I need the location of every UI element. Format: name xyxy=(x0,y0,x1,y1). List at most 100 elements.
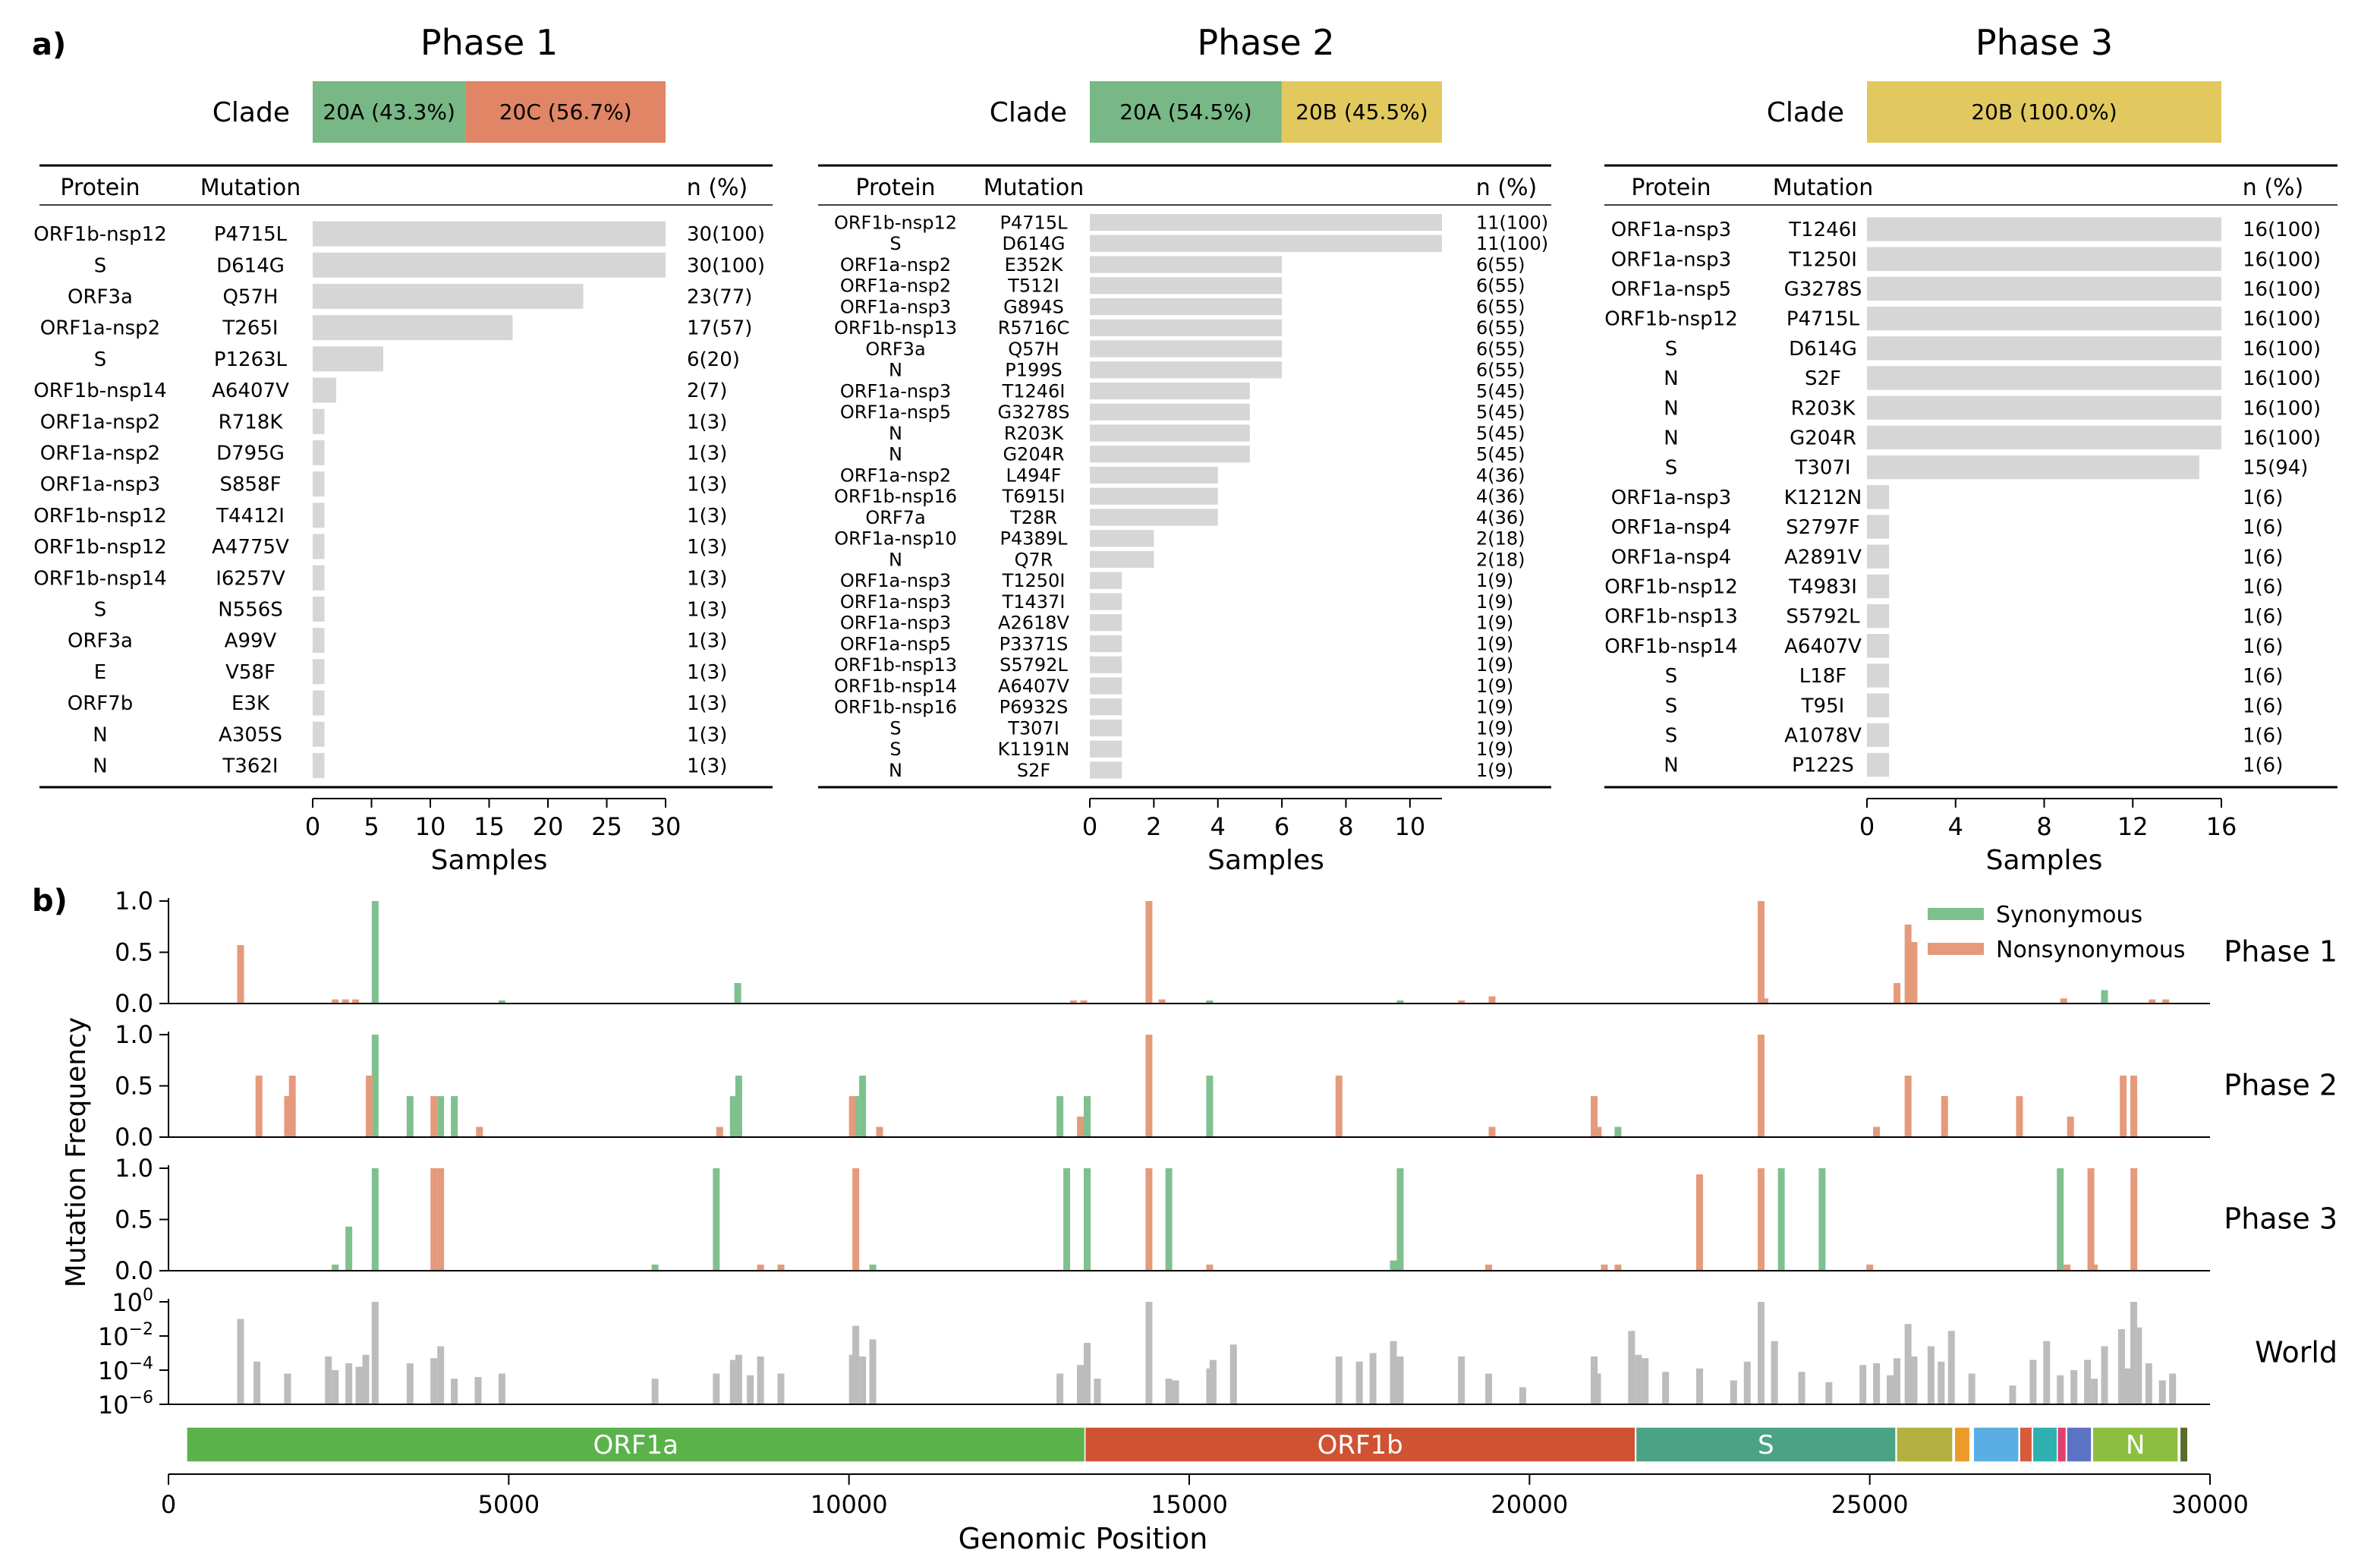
legend-label: Nonsynonymous xyxy=(1996,937,2186,963)
genome-segment xyxy=(2092,1426,2179,1463)
genome-segment-label: ORF1a xyxy=(593,1430,678,1460)
row-protein: ORF1b-nsp16 xyxy=(834,697,957,718)
world-frequency-bar xyxy=(2145,1363,2152,1404)
header-mutation: Mutation xyxy=(1773,175,1874,201)
legend-swatch xyxy=(1928,908,1984,920)
sample-count-bar xyxy=(1867,574,1890,599)
track-label: World xyxy=(2255,1336,2338,1369)
row-mutation: P4389L xyxy=(1000,528,1069,550)
row-n-percent: 2(7) xyxy=(687,380,727,402)
genome-segment xyxy=(2032,1426,2058,1463)
row-mutation: G894S xyxy=(1003,296,1064,317)
world-frequency-bar xyxy=(1910,1356,1918,1404)
row-n-percent: 6(55) xyxy=(1476,317,1525,339)
row-mutation: P4715L xyxy=(1787,308,1860,331)
sample-count-bar xyxy=(1090,424,1250,442)
row-protein: ORF1a-nsp2 xyxy=(40,443,160,465)
y-tick-exponent: −4 xyxy=(129,1354,153,1373)
world-frequency-bar xyxy=(253,1361,261,1404)
row-mutation: A6407V xyxy=(212,380,289,402)
row-mutation: P6932S xyxy=(1000,697,1069,718)
row-protein: ORF1a-nsp10 xyxy=(834,528,957,550)
row-n-percent: 1(9) xyxy=(1476,760,1513,781)
synonymous-bar xyxy=(406,1096,414,1137)
world-frequency-bar xyxy=(1084,1343,1091,1404)
synonymous-bar xyxy=(1165,1168,1173,1271)
synonymous-bar xyxy=(729,1096,737,1137)
track-label: Phase 1 xyxy=(2224,935,2338,969)
y-tick-label: 10−6 xyxy=(98,1388,153,1419)
nonsynonymous-bar xyxy=(1696,1174,1703,1271)
synonymous-bar xyxy=(1777,1168,1785,1271)
row-mutation: A4775V xyxy=(212,536,289,559)
world-frequency-bar xyxy=(2124,1368,2132,1404)
world-frequency-bar xyxy=(1635,1354,1642,1404)
header-n-percent: n (%) xyxy=(2243,175,2303,201)
clade-segment-label: 20C (56.7%) xyxy=(499,99,632,124)
nonsynonymous-bar xyxy=(1145,1168,1153,1271)
mutation-table-phase-1: Phase 1 Clade 20A (43.3%) 20C (56.7%) Protei… xyxy=(33,22,773,876)
samples-tick-label: 6 xyxy=(1274,812,1289,841)
row-n-percent: 4(36) xyxy=(1476,465,1525,486)
row-mutation: A305S xyxy=(219,723,282,746)
row-protein: ORF3a xyxy=(865,339,925,360)
world-frequency-bar xyxy=(1094,1379,1101,1404)
world-frequency-bar xyxy=(430,1358,438,1404)
row-protein: S xyxy=(94,599,107,622)
world-frequency-bar xyxy=(852,1325,860,1404)
row-protein: S xyxy=(1665,457,1678,480)
world-frequency-bar xyxy=(371,1302,379,1404)
row-mutation: G3278S xyxy=(1784,279,1862,301)
world-frequency-bar xyxy=(362,1354,370,1404)
row-n-percent: 1(9) xyxy=(1476,570,1513,591)
nonsynonymous-bar xyxy=(1941,1096,1948,1137)
synonymous-bar xyxy=(345,1226,353,1271)
synonymous-bar xyxy=(1396,1168,1404,1271)
genome-segment-label: ORF1b xyxy=(1318,1430,1403,1460)
row-mutation: P4715L xyxy=(1000,212,1069,233)
row-protein: ORF1b-nsp13 xyxy=(834,317,957,339)
world-frequency-bar xyxy=(284,1373,291,1404)
nonsynonymous-bar xyxy=(255,1076,263,1137)
nonsynonymous-bar xyxy=(1070,1000,1078,1004)
nonsynonymous-bar xyxy=(2120,1076,2127,1137)
row-n-percent: 16(100) xyxy=(2243,308,2321,331)
world-frequency-bar xyxy=(2009,1385,2016,1404)
world-frequency-bar xyxy=(1798,1372,1805,1404)
synonymous-bar xyxy=(332,1264,339,1271)
row-n-percent: 1(3) xyxy=(687,474,727,496)
sample-count-bar xyxy=(313,596,325,622)
row-n-percent: 1(9) xyxy=(1476,654,1513,676)
row-protein: S xyxy=(889,717,901,739)
row-n-percent: 23(77) xyxy=(687,286,752,309)
world-frequency-bar xyxy=(1519,1387,1526,1404)
nonsynonymous-bar xyxy=(1488,1126,1496,1137)
synonymous-bar xyxy=(371,1035,379,1137)
row-n-percent: 1(9) xyxy=(1476,739,1513,760)
sample-count-bar xyxy=(1090,656,1122,673)
world-frequency-bar xyxy=(2057,1375,2064,1404)
row-n-percent: 1(3) xyxy=(687,505,727,528)
row-protein: ORF1b-nsp14 xyxy=(33,567,167,590)
world-frequency-bar xyxy=(1485,1373,1493,1404)
samples-axis-title: Samples xyxy=(1986,845,2103,876)
row-mutation: T307I xyxy=(1794,457,1850,480)
row-mutation: T95I xyxy=(1801,695,1845,717)
synonymous-bar xyxy=(371,1168,379,1271)
row-mutation: V58F xyxy=(225,661,275,684)
panel-label-b: b) xyxy=(32,884,68,918)
nonsynonymous-bar xyxy=(1335,1076,1343,1137)
y-tick-label: 0.0 xyxy=(115,989,153,1018)
nonsynonymous-bar xyxy=(1458,1000,1465,1004)
nonsynonymous-bar xyxy=(1866,1264,1874,1271)
nonsynonymous-bar xyxy=(1145,1035,1153,1137)
row-protein: ORF3a xyxy=(68,630,133,653)
row-n-percent: 16(100) xyxy=(2243,219,2321,241)
panel-a-mutation-tables: Phase 1 Clade 20A (43.3%) 20C (56.7%) Protei… xyxy=(33,22,2338,876)
row-mutation: T6915I xyxy=(1002,486,1066,507)
sample-count-bar xyxy=(1090,614,1122,632)
row-protein: ORF1a-nsp5 xyxy=(840,402,951,423)
world-frequency-bar xyxy=(1757,1302,1765,1404)
row-mutation: P4715L xyxy=(214,223,288,246)
synonymous-bar xyxy=(451,1096,458,1137)
